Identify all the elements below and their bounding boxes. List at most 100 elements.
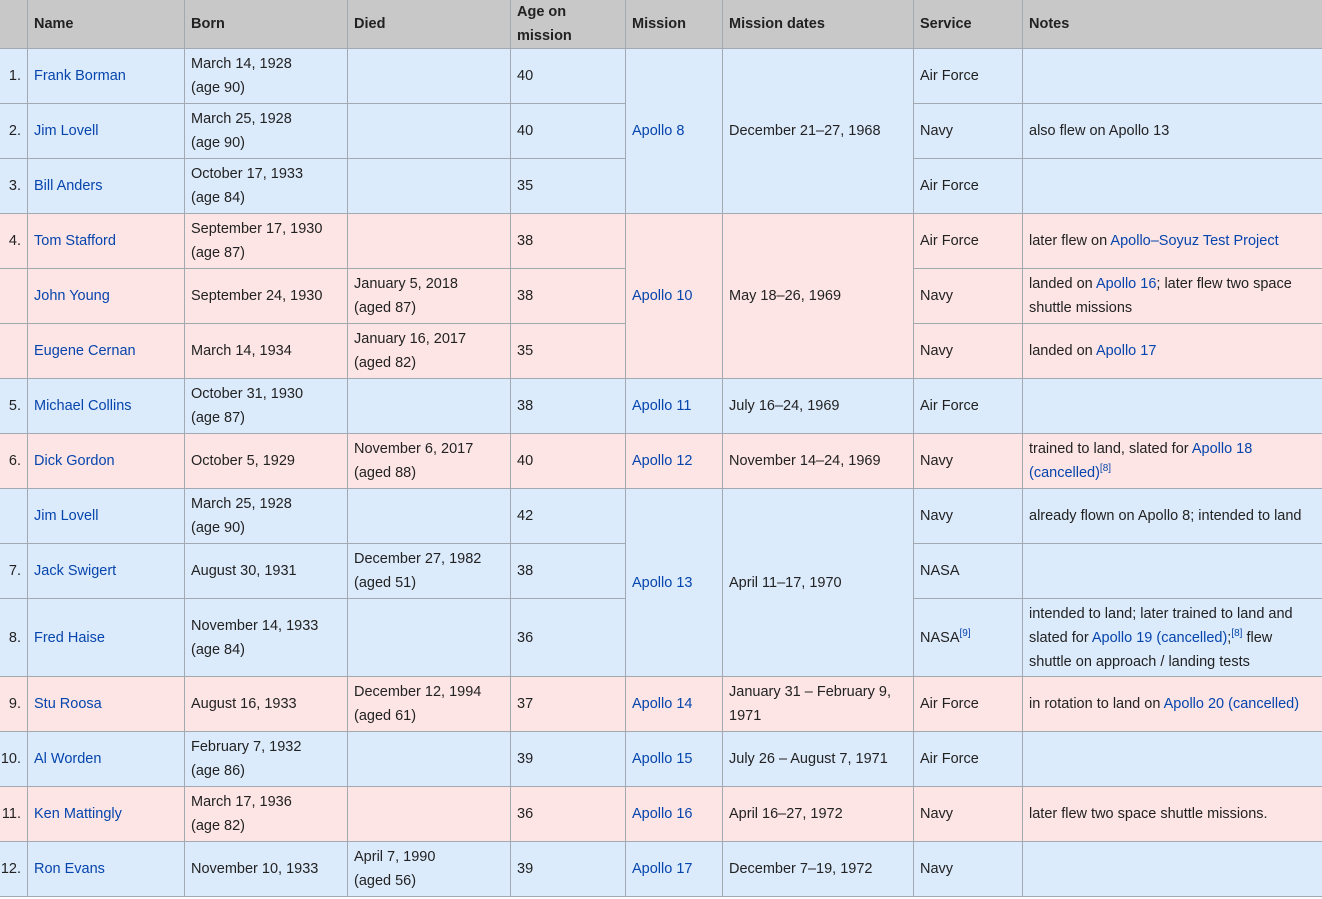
header-born[interactable]: Born (184, 0, 348, 49)
astronaut-link[interactable]: Jim Lovell (34, 123, 99, 139)
born-age: (age 90) (191, 135, 246, 151)
mission-link[interactable]: Apollo 14 (632, 696, 693, 712)
mission-link[interactable]: Apollo 10 (632, 288, 693, 304)
table-row: 11. Ken Mattingly March 17, 1936 (age 82)… (0, 786, 1322, 842)
astronaut-name-cell: Stu Roosa (27, 676, 185, 732)
header-mission-dates[interactable]: Mission dates (722, 0, 914, 49)
astronaut-link[interactable]: Al Worden (34, 751, 102, 767)
row-number (0, 268, 28, 324)
header-age[interactable]: Age on mission (510, 0, 626, 49)
astronaut-link[interactable]: Ken Mattingly (34, 806, 122, 822)
row-number: 2. (0, 103, 28, 159)
astronaut-link[interactable]: Fred Haise (34, 629, 105, 646)
died-age: (aged 61) (354, 708, 417, 724)
astronaut-link[interactable]: Bill Anders (34, 178, 103, 194)
astronaut-name-cell: Ron Evans (27, 841, 185, 897)
row-number: 8. (0, 598, 28, 677)
born-date: September 17, 1930 (191, 221, 323, 237)
born-cell: November 14, 1933 (age 84) (184, 598, 348, 677)
mission-link[interactable]: Apollo 17 (632, 861, 693, 877)
mission-link[interactable]: Apollo 12 (632, 453, 693, 469)
notes-link[interactable]: Apollo 17 (1095, 343, 1157, 359)
born-cell: March 25, 1928 (age 90) (184, 488, 348, 544)
notes-text: in rotation to land on (1029, 696, 1164, 712)
service-cell: Navy (913, 786, 1023, 842)
born-age: (age 87) (191, 245, 246, 261)
astronaut-link[interactable]: Ron Evans (34, 861, 105, 877)
died-cell (347, 158, 511, 214)
died-cell: December 12, 1994 (aged 61) (347, 676, 511, 732)
astronaut-link[interactable]: Jack Swigert (34, 563, 117, 579)
notes-link[interactable]: Apollo 16 (1095, 276, 1157, 292)
astronaut-name-cell: Dick Gordon (27, 433, 185, 489)
row-number: 6. (0, 433, 28, 489)
notes-cell (1022, 48, 1322, 104)
mission-link[interactable]: Apollo 15 (632, 751, 693, 767)
born-cell: March 25, 1928 (age 90) (184, 103, 348, 159)
row-number: 7. (0, 543, 28, 599)
born-date: February 7, 1932 (191, 739, 302, 755)
born-age: (age 90) (191, 520, 246, 536)
citation-link[interactable]: [8] (1099, 463, 1112, 474)
table-row: 7. Jack Swigert August 30, 1931 December… (0, 543, 1322, 599)
astronaut-link[interactable]: Stu Roosa (34, 696, 102, 712)
header-died[interactable]: Died (347, 0, 511, 49)
born-cell: March 17, 1936 (age 82) (184, 786, 348, 842)
mission-dates-cell: December 21–27, 1968 (722, 48, 914, 214)
died-date: January 16, 2017 (354, 331, 467, 347)
died-cell (347, 786, 511, 842)
row-number: 12. (0, 841, 28, 897)
astronaut-link[interactable]: Michael Collins (34, 398, 132, 414)
table-row: 8. Fred Haise November 14, 1933 (age 84) … (0, 598, 1322, 677)
astronaut-link[interactable]: Dick Gordon (34, 453, 115, 469)
row-number: 11. (0, 786, 28, 842)
row-number: 4. (0, 213, 28, 269)
notes-link[interactable]: Apollo 18 (cancelled) (1029, 441, 1253, 481)
born-cell: March 14, 1928 (age 90) (184, 48, 348, 104)
born-cell: October 17, 1933 (age 84) (184, 158, 348, 214)
astronaut-link[interactable]: John Young (34, 288, 110, 304)
notes-text: ; later flew two space shuttle missions (1029, 276, 1292, 316)
table-row: 12. Ron Evans November 10, 1933 April 7,… (0, 841, 1322, 897)
citation-link[interactable]: [8] (1231, 627, 1243, 639)
age-cell: 38 (510, 268, 626, 324)
born-cell: November 10, 1933 (184, 841, 348, 897)
died-cell: November 6, 2017 (aged 88) (347, 433, 511, 489)
astronaut-link[interactable]: Jim Lovell (34, 508, 99, 524)
mission-link[interactable]: Apollo 8 (632, 123, 685, 139)
table-row: 3. Bill Anders October 17, 1933 (age 84) … (0, 158, 1322, 214)
table-row: John Young September 24, 1930 January 5,… (0, 268, 1322, 324)
mission-link[interactable]: Apollo 11 (632, 398, 692, 414)
astronaut-name-cell: Eugene Cernan (27, 323, 185, 379)
astronaut-name-cell: Al Worden (27, 731, 185, 787)
age-cell: 38 (510, 543, 626, 599)
astronaut-link[interactable]: Frank Borman (34, 68, 126, 84)
astronaut-link[interactable]: Tom Stafford (34, 233, 116, 249)
header-mission[interactable]: Mission (625, 0, 723, 49)
header-name[interactable]: Name (27, 0, 185, 49)
mission-cell: Apollo 13 (625, 488, 723, 677)
notes-link[interactable]: Apollo–Soyuz Test Project (1110, 233, 1279, 249)
header-notes[interactable]: Notes (1022, 0, 1322, 49)
astronaut-link[interactable]: Eugene Cernan (34, 343, 136, 359)
mission-cell: Apollo 16 (625, 786, 723, 842)
header-service[interactable]: Service (913, 0, 1023, 49)
astronaut-name-cell: Tom Stafford (27, 213, 185, 269)
mission-link[interactable]: Apollo 16 (632, 806, 693, 822)
born-date: March 17, 1936 (191, 794, 292, 810)
notes-cell: later flew two space shuttle missions. (1022, 786, 1322, 842)
mission-link[interactable]: Apollo 13 (632, 574, 693, 591)
mission-dates-cell: May 18–26, 1969 (722, 213, 914, 379)
born-date: March 25, 1928 (191, 111, 292, 127)
row-number: 9. (0, 676, 28, 732)
age-cell: 40 (510, 48, 626, 104)
born-date: October 17, 1933 (191, 166, 304, 182)
notes-link[interactable]: Apollo 20 (cancelled) (1163, 696, 1300, 712)
born-date: March 14, 1928 (191, 56, 292, 72)
notes-link[interactable]: Apollo 19 (cancelled) (1091, 629, 1228, 646)
citation-link[interactable]: [9] (959, 627, 971, 639)
notes-cell: intended to land; later trained to land … (1022, 598, 1322, 677)
service-cell: NASA (913, 543, 1023, 599)
age-cell: 38 (510, 213, 626, 269)
